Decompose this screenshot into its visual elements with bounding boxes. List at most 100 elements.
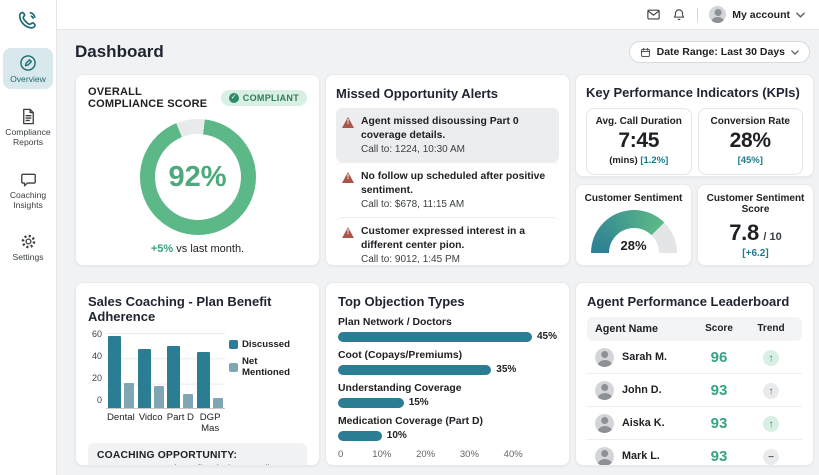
alert-meta: Call to: 9012, 1:45 PM	[361, 254, 460, 266]
chevron-down-icon	[796, 11, 805, 18]
trend-badge: −	[763, 449, 779, 465]
kpi-avg-call-duration: Avg. Call Duration 7:45 (mins) [1.2%]	[586, 108, 692, 175]
page-title: Dashboard	[75, 42, 164, 61]
objection-bar	[338, 364, 492, 375]
compliance-score-card: OVERALL COMPLIANCE SCORE ✓ COMPLIANT 92%…	[75, 74, 320, 266]
warning-triangle-icon	[342, 227, 354, 239]
sidebar-item-settings[interactable]: Settings	[3, 227, 53, 267]
top-objection-types-card: Top Objection Types Plan Network / Docto…	[325, 282, 570, 466]
trend-badge: ↑	[763, 383, 779, 400]
compliant-badge: ✓ COMPLIANT	[220, 90, 307, 106]
compliance-card-title: OVERALL COMPLIANCE SCORE	[88, 86, 208, 110]
customer-sentiment-card: Customer Sentiment 28%	[575, 184, 692, 266]
leaderboard-header: Agent Name Score Trend	[587, 317, 802, 341]
trend-badge: ↑	[763, 416, 779, 433]
bar-group	[195, 333, 225, 408]
bar-group	[166, 333, 196, 408]
chart-legend: Discussed Net Mentioned	[229, 333, 307, 434]
compliance-footnote: +5% vs last month.	[150, 243, 245, 255]
kpi-column: Key Performance Indicators (KPIs) Avg. C…	[575, 74, 814, 266]
objection-bar	[338, 331, 532, 342]
y-axis-labels: 60 40 20 0	[91, 329, 102, 405]
leaderboard-row: Sarah M. 96 ↑	[587, 341, 802, 373]
account-menu[interactable]: My account	[709, 6, 805, 23]
sidebar-item-label: Settings	[12, 252, 44, 263]
alert-meta: Call to: $678, 11:15 AM	[361, 199, 465, 211]
sidebar-item-label: Coaching Insights	[9, 189, 47, 210]
objection-bar	[338, 430, 382, 441]
agent-avatar	[595, 413, 614, 433]
coaching-opportunity-box: COACHING OPPORTUNITY: Focus on Part D be…	[88, 443, 307, 465]
sidebar-item-overview[interactable]: Overview	[3, 48, 53, 89]
agent-score: 93	[710, 447, 728, 465]
gear-icon	[5, 232, 51, 251]
sentiment-gauge-value: 28%	[620, 238, 647, 253]
agent-score: 93	[710, 414, 728, 432]
alert-text: No follow up scheduled after positive se…	[361, 171, 546, 196]
adherence-bar-chart: 60 40 20 0	[88, 329, 307, 434]
bar-group	[136, 333, 166, 408]
leaderboard-row: John D. 93 ↑	[587, 373, 802, 406]
leaderboard-row: Mark L. 93 −	[587, 439, 802, 465]
leaderboard-title: Agent Performance Leaderboard	[587, 294, 790, 309]
pencil-circle-icon	[5, 53, 51, 73]
leaderboard-row: Aiska K. 93 ↑	[587, 406, 802, 439]
alert-list: Agent missed disoussing Part 0 coverage …	[336, 108, 559, 266]
bar-plot-area	[106, 333, 225, 409]
bell-icon[interactable]	[672, 7, 686, 22]
document-icon	[5, 107, 51, 126]
bar-group	[106, 333, 136, 408]
user-avatar	[709, 6, 727, 23]
main-content: Dashboard Date Range: Last 30 Days	[57, 30, 819, 475]
x-axis-labels: Dental Vidco Part D DGP Mas	[107, 412, 221, 434]
objection-item: Plan Network / Doctors 45%	[338, 317, 557, 342]
agent-score: 93	[710, 381, 728, 399]
sidebar-item-label: Compliance Reports	[5, 126, 51, 147]
customer-sentiment-score-card: Customer Sentiment Score 7.8 / 10 [+6.2]	[697, 184, 814, 266]
agent-name: John D.	[622, 384, 662, 396]
missed-opportunity-alerts-card: Missed Opportunity Alerts Agent missed d…	[325, 74, 570, 266]
sales-coaching-card: Sales Coaching - Plan Benefit Adherence …	[75, 282, 320, 466]
agent-name: Sarah M.	[622, 351, 668, 363]
legend-swatch-discussed	[229, 340, 238, 349]
mail-icon[interactable]	[646, 7, 661, 22]
agent-avatar	[595, 446, 614, 465]
objection-item: Coot (Copays/Premiums) 35%	[338, 350, 517, 375]
trend-badge: ↑	[763, 350, 779, 367]
leaderboard-card: Agent Performance Leaderboard Agent Name…	[575, 282, 814, 466]
kpi-card: Key Performance Indicators (KPIs) Avg. C…	[575, 74, 814, 177]
chevron-down-icon	[791, 49, 799, 55]
alert-text: Customer expressed interest in a differe…	[361, 226, 526, 251]
agent-avatar	[595, 380, 614, 400]
warning-triangle-icon	[342, 117, 354, 128]
kpi-card-title: Key Performance Indicators (KPIs)	[586, 85, 800, 100]
alert-meta: Call to: 1224, 10:30 AM	[361, 144, 465, 156]
sentiment-score-value: 7.8	[729, 220, 759, 245]
agent-score: 96	[710, 348, 728, 366]
alert-item[interactable]: No follow up scheduled after positive se…	[336, 162, 559, 217]
phone-logo-icon	[16, 8, 40, 32]
sidebar-item-compliance-reports[interactable]: Compliance Reports	[3, 102, 53, 152]
alert-item[interactable]: Customer expressed interest in a differe…	[336, 217, 559, 266]
sentiment-gauge-arc: 28%	[590, 210, 677, 253]
objection-x-axis: 0 10% 20% 30% 40%	[338, 449, 523, 460]
check-circle-icon: ✓	[228, 93, 239, 103]
date-range-button[interactable]: Date Range: Last 30 Days	[628, 41, 810, 63]
chat-bubble-icon	[5, 170, 51, 189]
account-label: My account	[732, 8, 790, 21]
sidebar-item-coaching-insights[interactable]: Coaching Insights	[3, 165, 53, 215]
compliance-donut: 92%	[139, 119, 256, 235]
objections-card-title: Top Objection Types	[338, 294, 465, 309]
agent-name: Aiska K.	[622, 417, 665, 429]
topbar: My account	[57, 0, 819, 30]
topbar-divider	[697, 7, 699, 22]
objection-item: Medication Coverage (Part D) 10%	[338, 416, 483, 441]
agent-name: Mark L.	[622, 450, 660, 462]
sidebar-item-label: Overview	[10, 74, 46, 84]
objection-item: Understanding Coverage 15%	[338, 383, 462, 408]
sidebar: Overview Compliance Reports Coaching Ins…	[0, 0, 57, 475]
calendar-icon	[640, 47, 651, 58]
coaching-card-title: Sales Coaching - Plan Benefit Adherence	[88, 294, 272, 324]
alert-item[interactable]: Agent missed disoussing Part 0 coverage …	[336, 108, 559, 163]
